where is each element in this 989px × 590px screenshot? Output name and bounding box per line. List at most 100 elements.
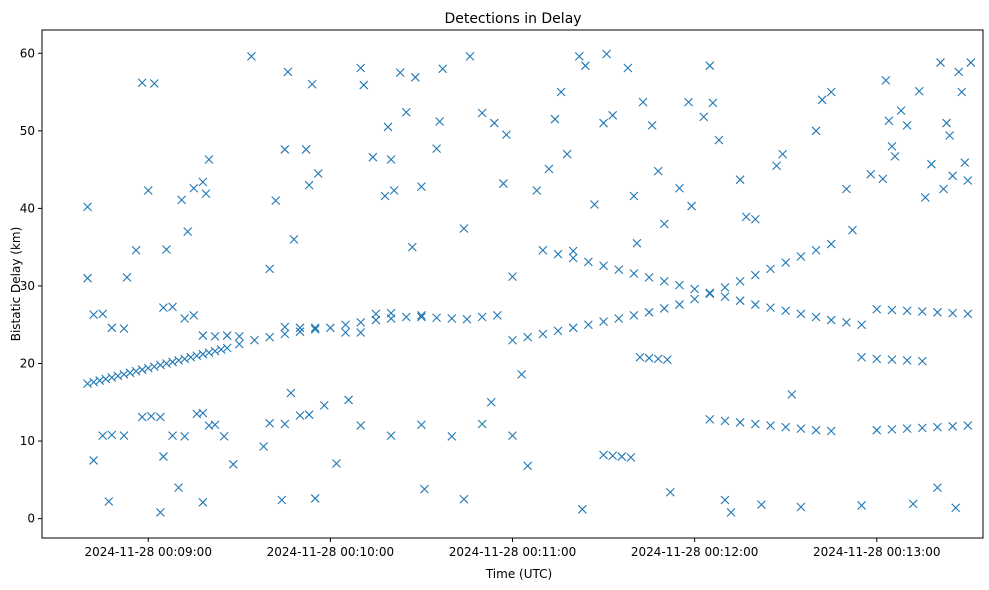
data-point — [599, 317, 608, 327]
x-tick-label: 2024-11-28 00:09:00 — [85, 545, 212, 559]
data-point — [705, 61, 715, 71]
data-point — [917, 423, 927, 433]
data-point — [872, 425, 882, 435]
data-point — [201, 189, 211, 199]
data-point — [508, 272, 517, 282]
data-point — [204, 155, 214, 164]
data-point — [936, 58, 945, 67]
data-point — [811, 425, 821, 435]
data-point — [659, 304, 669, 313]
data-point — [568, 253, 578, 263]
data-point — [295, 327, 305, 337]
data-point — [359, 80, 369, 90]
data-point — [523, 461, 533, 471]
x-axis-label: Time (UTC) — [485, 567, 552, 581]
data-point — [310, 494, 320, 503]
data-point — [720, 283, 730, 292]
data-point — [265, 418, 275, 428]
data-point — [210, 420, 220, 430]
data-point — [122, 273, 132, 282]
data-point — [386, 431, 396, 441]
data-point — [881, 76, 891, 85]
data-point — [146, 411, 156, 421]
data-point — [781, 422, 791, 432]
data-point — [180, 432, 190, 441]
data-point — [198, 177, 208, 187]
data-point — [963, 309, 973, 319]
data-point — [465, 51, 475, 61]
data-point — [647, 121, 657, 130]
data-point — [963, 421, 973, 430]
data-point — [580, 61, 590, 71]
data-point — [492, 311, 502, 320]
data-point — [280, 419, 290, 429]
data-point — [83, 273, 92, 283]
data-point — [310, 323, 320, 333]
data-point — [629, 311, 639, 320]
data-point — [119, 324, 129, 333]
data-point — [626, 452, 636, 462]
data-point — [720, 495, 730, 505]
data-point — [89, 377, 98, 387]
data-point — [155, 360, 165, 370]
data-point — [289, 235, 299, 244]
data-point — [772, 161, 781, 171]
data-point — [574, 51, 584, 61]
data-point — [675, 300, 684, 309]
data-point — [271, 196, 281, 206]
data-point — [902, 356, 912, 365]
data-point — [878, 174, 888, 184]
data-point — [499, 179, 508, 188]
data-point — [781, 306, 791, 316]
data-point — [811, 245, 821, 255]
data-point — [766, 264, 775, 274]
data-point — [319, 400, 329, 410]
data-point — [477, 312, 487, 322]
data-point — [438, 64, 448, 74]
data-point — [887, 305, 897, 315]
data-point — [401, 312, 411, 322]
data-point — [137, 365, 147, 375]
data-point — [83, 202, 92, 212]
data-point — [750, 270, 760, 280]
data-point — [192, 351, 202, 361]
data-point — [887, 141, 897, 151]
data-point — [101, 374, 111, 384]
data-point — [644, 307, 654, 317]
data-point — [608, 451, 618, 461]
data-point — [857, 501, 866, 510]
data-point — [222, 343, 232, 353]
data-point — [653, 354, 663, 364]
data-point — [614, 265, 624, 275]
y-tick-label: 50 — [20, 124, 35, 138]
data-point — [389, 186, 399, 195]
data-point — [107, 373, 117, 382]
data-point — [544, 164, 554, 174]
data-point — [155, 508, 165, 517]
data-point — [750, 214, 760, 224]
data-point — [735, 296, 745, 306]
data-point — [307, 79, 317, 89]
data-point — [933, 307, 942, 317]
data-point — [119, 369, 129, 379]
data-point — [902, 424, 912, 434]
data-point — [623, 63, 633, 73]
data-point — [265, 332, 275, 342]
data-point — [98, 309, 108, 319]
data-point — [866, 169, 876, 179]
data-point — [332, 459, 341, 468]
y-axis-label: Bistatic Delay (km) — [9, 227, 23, 342]
data-point — [368, 152, 378, 162]
data-point — [98, 431, 108, 441]
data-point — [675, 280, 684, 290]
data-point — [705, 414, 715, 424]
data-point — [168, 357, 177, 367]
data-point — [386, 308, 396, 318]
data-point — [963, 176, 973, 185]
data-point — [407, 242, 417, 252]
data-point — [708, 98, 718, 108]
data-point — [222, 331, 232, 340]
data-point — [155, 412, 165, 422]
